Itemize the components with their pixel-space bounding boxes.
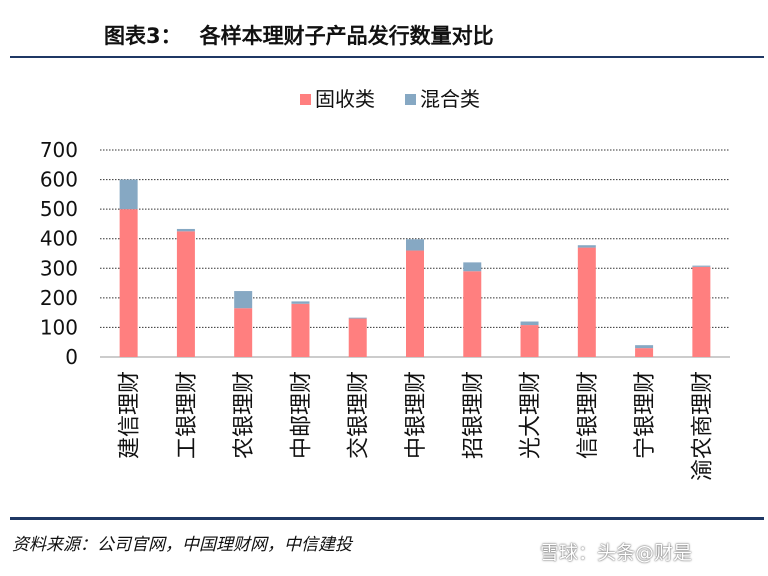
bars (119, 179, 711, 357)
bar-mixed (577, 245, 596, 248)
bar-mixed (176, 228, 195, 232)
bar-mixed (119, 179, 138, 210)
bar-fixed-income (692, 266, 711, 357)
bar-fixed-income (234, 308, 253, 357)
y-tick-label: 700 (40, 138, 78, 162)
x-category-label: 交银理财 (347, 371, 372, 459)
x-category-label: 光大理财 (519, 371, 544, 459)
y-tick-label: 600 (40, 168, 78, 192)
y-tick-label: 100 (40, 315, 78, 339)
legend-swatch (300, 94, 311, 105)
x-category-label: 渝农商理财 (690, 371, 715, 481)
x-category-label: 工银理财 (175, 371, 200, 459)
bar-fixed-income (406, 250, 424, 357)
y-tick-label: 300 (40, 256, 78, 280)
figure-number: 图表3： (104, 24, 182, 48)
source-note: 资料来源：公司官网，中国理财网，中信建投 (12, 535, 352, 555)
bar-mixed (291, 301, 310, 304)
bar-mixed (406, 239, 424, 251)
legend: 固收类 混合类 (300, 87, 480, 111)
y-axis: 0 100 200 300 400 500 600 700 (40, 138, 78, 369)
watermark: 雪球：头条@财是 (540, 542, 693, 564)
bar-fixed-income (119, 209, 138, 357)
stacked-bar-chart: 0 100 200 300 400 500 600 700 建信理财 工银理财 农银理财 中邮理财 交… (40, 87, 730, 481)
bar-mixed (348, 317, 367, 319)
legend-label: 混合类 (420, 87, 480, 111)
bar-fixed-income (577, 247, 596, 357)
x-category-label: 宁银理财 (633, 371, 658, 459)
x-category-label: 农银理财 (232, 371, 257, 459)
x-category-label: 信银理财 (576, 371, 601, 459)
bar-mixed (635, 345, 654, 349)
bar-mixed (463, 262, 482, 272)
figure-title: 各样本理财子产品发行数量对比 (199, 24, 494, 48)
y-tick-label: 400 (40, 227, 78, 251)
bar-mixed (234, 291, 253, 309)
bottom-divider (10, 517, 764, 520)
bar-fixed-income (348, 318, 367, 357)
x-category-label: 建信理财 (118, 371, 143, 459)
y-tick-label: 200 (40, 286, 78, 310)
top-divider (10, 56, 764, 58)
y-tick-label: 0 (65, 345, 78, 369)
chart-title: 图表3： 各样本理财子产品发行数量对比 (104, 20, 494, 50)
bar-fixed-income (635, 348, 654, 357)
bar-mixed (520, 321, 539, 326)
x-category-label: 中银理财 (404, 371, 429, 459)
y-tick-label: 500 (40, 197, 78, 221)
bar-fixed-income (463, 271, 482, 357)
legend-label: 固收类 (315, 87, 375, 111)
bar-fixed-income (176, 231, 195, 357)
bar-fixed-income (291, 303, 310, 357)
bar-fixed-income (520, 325, 539, 357)
x-axis: 建信理财 工银理财 农银理财 中邮理财 交银理财 中银理财 招银理财 光大理财 信银理财 宁银理财… (118, 371, 716, 481)
x-category-label: 招银理财 (461, 371, 486, 459)
x-category-label: 中邮理财 (289, 371, 314, 459)
bar-mixed (692, 265, 711, 267)
legend-swatch (405, 94, 416, 105)
